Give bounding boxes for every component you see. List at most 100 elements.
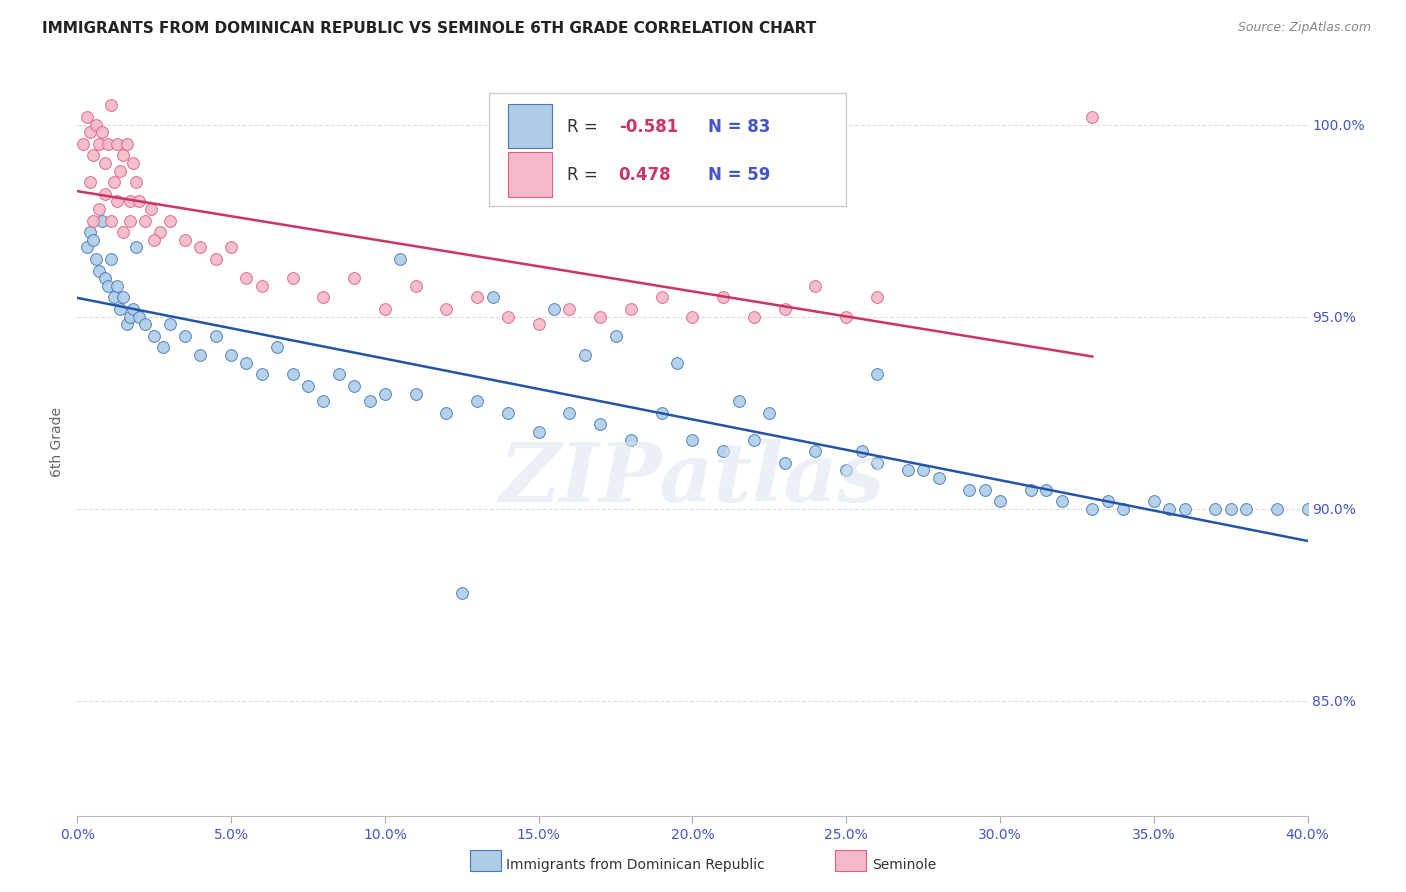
- Point: [1234, 501, 1257, 516]
- Point: [152, 340, 174, 354]
- Point: [465, 394, 488, 409]
- Point: [149, 225, 172, 239]
- Point: [558, 301, 581, 316]
- Point: [496, 406, 519, 420]
- Point: [94, 271, 117, 285]
- Point: [76, 240, 98, 254]
- Point: [527, 425, 550, 439]
- Point: [110, 163, 132, 178]
- Point: [115, 136, 138, 151]
- Point: [312, 290, 335, 304]
- Point: [1219, 501, 1241, 516]
- Point: [82, 213, 104, 227]
- Point: [1019, 483, 1042, 497]
- Point: [1174, 501, 1197, 516]
- Point: [94, 186, 117, 201]
- Point: [804, 279, 827, 293]
- Point: [125, 175, 148, 189]
- Point: [773, 456, 796, 470]
- Point: [374, 386, 396, 401]
- Point: [87, 136, 110, 151]
- Point: [112, 225, 135, 239]
- Point: [141, 202, 163, 216]
- Point: [250, 279, 273, 293]
- Point: [359, 394, 381, 409]
- Point: [188, 348, 212, 362]
- Point: [605, 329, 627, 343]
- Point: [835, 310, 858, 324]
- Point: [343, 271, 366, 285]
- Point: [188, 240, 212, 254]
- Text: IMMIGRANTS FROM DOMINICAN REPUBLIC VS SEMINOLE 6TH GRADE CORRELATION CHART: IMMIGRANTS FROM DOMINICAN REPUBLIC VS SE…: [42, 21, 817, 36]
- Point: [90, 125, 114, 139]
- Point: [851, 444, 873, 458]
- Point: [450, 586, 472, 600]
- Point: [343, 379, 366, 393]
- Point: [666, 356, 689, 370]
- Point: [558, 406, 581, 420]
- Point: [405, 279, 427, 293]
- Point: [1204, 501, 1226, 516]
- Point: [312, 394, 335, 409]
- Point: [1159, 501, 1181, 516]
- Point: [1081, 501, 1104, 516]
- Point: [957, 483, 980, 497]
- Point: [651, 406, 673, 420]
- Point: [1112, 501, 1135, 516]
- Text: N = 59: N = 59: [709, 166, 770, 184]
- Point: [1265, 501, 1288, 516]
- Point: [620, 433, 643, 447]
- Point: [1050, 494, 1073, 508]
- Point: [84, 252, 107, 266]
- Point: [105, 279, 128, 293]
- Point: [112, 148, 135, 162]
- Point: [773, 301, 796, 316]
- Point: [79, 125, 101, 139]
- Point: [159, 318, 181, 332]
- Point: [1143, 494, 1166, 508]
- Point: [103, 290, 125, 304]
- Point: [235, 271, 257, 285]
- Text: N = 83: N = 83: [709, 118, 770, 136]
- Point: [866, 456, 889, 470]
- Point: [266, 340, 288, 354]
- Point: [682, 433, 704, 447]
- Point: [651, 290, 673, 304]
- Point: [94, 156, 117, 170]
- Point: [912, 463, 935, 477]
- Point: [589, 310, 612, 324]
- Text: Immigrants from Dominican Republic: Immigrants from Dominican Republic: [506, 858, 765, 872]
- Point: [481, 290, 503, 304]
- Point: [465, 290, 488, 304]
- Point: [112, 290, 135, 304]
- Point: [134, 318, 156, 332]
- Point: [1296, 501, 1319, 516]
- Point: [100, 98, 122, 112]
- Point: [84, 118, 107, 132]
- Point: [100, 213, 122, 227]
- FancyBboxPatch shape: [489, 93, 846, 205]
- Point: [128, 194, 150, 209]
- Point: [143, 329, 166, 343]
- Point: [100, 252, 122, 266]
- Point: [682, 310, 704, 324]
- Point: [928, 471, 950, 485]
- Point: [76, 110, 98, 124]
- Point: [219, 240, 242, 254]
- Point: [121, 156, 143, 170]
- Point: [105, 136, 128, 151]
- Point: [804, 444, 827, 458]
- Point: [134, 213, 156, 227]
- Point: [90, 213, 114, 227]
- Point: [118, 310, 141, 324]
- FancyBboxPatch shape: [508, 104, 553, 148]
- Text: ZIPatlas: ZIPatlas: [499, 439, 886, 519]
- Point: [758, 406, 780, 420]
- Text: -0.581: -0.581: [619, 118, 678, 136]
- Point: [174, 329, 197, 343]
- Point: [204, 329, 226, 343]
- Point: [121, 301, 143, 316]
- Point: [866, 368, 889, 382]
- Point: [143, 233, 166, 247]
- Text: Seminole: Seminole: [872, 858, 936, 872]
